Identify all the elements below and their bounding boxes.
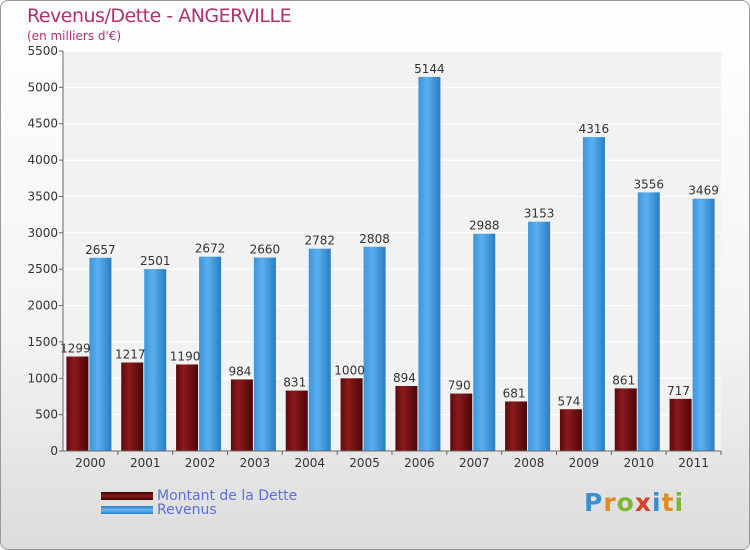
y-tick-label: 5000 bbox=[27, 80, 58, 94]
x-tick-label: 2003 bbox=[240, 456, 271, 470]
bar-debt bbox=[230, 379, 253, 451]
data-label-debt: 574 bbox=[557, 394, 580, 408]
legend-swatch-debt bbox=[101, 492, 153, 500]
bar-debt bbox=[176, 364, 199, 451]
bar-debt bbox=[669, 398, 692, 451]
bar-revenus bbox=[418, 76, 441, 452]
bar-revenus bbox=[144, 269, 167, 451]
data-label-revenus: 2501 bbox=[140, 254, 171, 268]
data-label-revenus: 2657 bbox=[85, 243, 116, 257]
bar-debt bbox=[285, 390, 308, 451]
x-tick-label: 2009 bbox=[569, 456, 600, 470]
data-label-revenus: 3153 bbox=[524, 207, 555, 221]
data-label-revenus: 5144 bbox=[414, 62, 445, 76]
y-tick-label: 4000 bbox=[27, 153, 58, 167]
x-tick-label: 2008 bbox=[514, 456, 545, 470]
bar-revenus bbox=[528, 221, 551, 451]
legend-label-debt: Montant de la Dette bbox=[157, 488, 298, 504]
x-tick-label: 2000 bbox=[75, 456, 106, 470]
bar-revenus bbox=[473, 233, 496, 451]
proxiti-logo: Proxiti bbox=[584, 488, 685, 517]
y-tick-label: 4500 bbox=[27, 117, 58, 131]
bar-debt bbox=[121, 362, 144, 451]
data-label-revenus: 2782 bbox=[304, 234, 335, 248]
y-tick-label: 2000 bbox=[27, 299, 58, 313]
y-tick-label: 2500 bbox=[27, 262, 58, 276]
chart-title: Revenus/Dette - ANGERVILLE bbox=[27, 5, 292, 27]
data-label-revenus: 3469 bbox=[688, 184, 719, 198]
data-label-debt: 831 bbox=[283, 376, 306, 390]
data-label-debt: 1190 bbox=[170, 349, 201, 363]
bar-revenus bbox=[199, 256, 222, 451]
x-tick-label: 2011 bbox=[678, 456, 709, 470]
bar-revenus bbox=[308, 248, 331, 451]
y-tick-label: 500 bbox=[35, 408, 58, 422]
bar-debt bbox=[450, 393, 473, 451]
x-tick-label: 2002 bbox=[185, 456, 216, 470]
data-label-debt: 681 bbox=[503, 386, 526, 400]
data-label-revenus: 2988 bbox=[469, 219, 500, 233]
data-label-debt: 1000 bbox=[334, 363, 365, 377]
x-tick-label: 2006 bbox=[404, 456, 435, 470]
y-tick-label: 5500 bbox=[27, 44, 58, 58]
legend-label-revenus: Revenus bbox=[157, 502, 217, 518]
bar-debt bbox=[66, 356, 89, 451]
y-tick-label: 1500 bbox=[27, 335, 58, 349]
bar-debt bbox=[395, 385, 418, 451]
data-label-revenus: 2660 bbox=[250, 243, 281, 257]
data-label-debt: 1299 bbox=[60, 342, 91, 356]
data-label-revenus: 4316 bbox=[579, 122, 610, 136]
legend-item-revenus: Revenus bbox=[101, 502, 217, 518]
data-label-debt: 984 bbox=[228, 364, 251, 378]
bar-debt bbox=[505, 401, 528, 451]
y-tick-label: 0 bbox=[50, 444, 58, 458]
bar-revenus bbox=[89, 257, 112, 451]
data-label-debt: 861 bbox=[612, 373, 635, 387]
legend-item-debt: Montant de la Dette bbox=[101, 488, 297, 504]
data-label-debt: 894 bbox=[393, 371, 416, 385]
x-tick-label: 2010 bbox=[623, 456, 654, 470]
x-tick-label: 2005 bbox=[349, 456, 380, 470]
plot-background bbox=[63, 51, 721, 451]
y-tick-label: 3000 bbox=[27, 226, 58, 240]
y-tick-label: 3500 bbox=[27, 189, 58, 203]
legend-swatch-revenus bbox=[101, 506, 153, 514]
data-label-revenus: 2808 bbox=[359, 232, 390, 246]
chart-subtitle: (en milliers d'€) bbox=[27, 29, 122, 43]
data-label-debt: 717 bbox=[667, 384, 690, 398]
data-label-revenus: 2672 bbox=[195, 242, 226, 256]
data-label-revenus: 3556 bbox=[633, 177, 664, 191]
x-tick-label: 2007 bbox=[459, 456, 490, 470]
x-tick-label: 2001 bbox=[130, 456, 161, 470]
bar-revenus bbox=[637, 192, 660, 451]
bar-debt bbox=[340, 378, 363, 451]
bar-revenus bbox=[253, 257, 276, 451]
bar-revenus bbox=[692, 198, 715, 451]
bar-revenus bbox=[363, 246, 386, 451]
x-tick-label: 2004 bbox=[294, 456, 325, 470]
bar-debt bbox=[559, 409, 582, 451]
bar-revenus bbox=[582, 137, 605, 452]
data-label-debt: 790 bbox=[448, 379, 471, 393]
bar-debt bbox=[614, 388, 637, 451]
data-label-debt: 1217 bbox=[115, 347, 146, 361]
y-tick-label: 1000 bbox=[27, 371, 58, 385]
